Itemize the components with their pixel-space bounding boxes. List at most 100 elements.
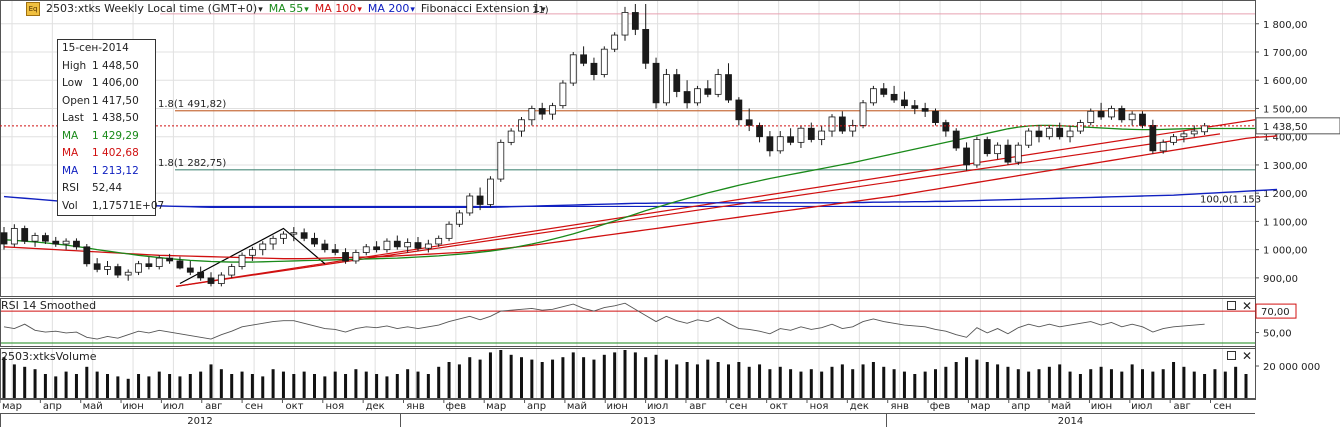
- fib-label: 1.8(1 491,82): [158, 99, 226, 110]
- candle-body: [352, 252, 360, 262]
- volume-bar: [830, 366, 834, 398]
- volume-bar: [426, 374, 430, 398]
- volume-bar: [416, 371, 420, 398]
- volume-bar: [1192, 371, 1196, 398]
- volume-bar: [571, 352, 575, 398]
- candle-body: [1045, 127, 1053, 138]
- candle-body: [880, 88, 888, 95]
- data-window-key: MA: [62, 147, 79, 159]
- volume-bar: [520, 357, 523, 398]
- volume-bar: [613, 352, 617, 398]
- volume-bar: [1213, 369, 1217, 398]
- candle-body: [818, 130, 826, 140]
- price-axis-label: 1 000,00: [1263, 246, 1308, 257]
- volume-bar: [840, 364, 844, 398]
- volume-bar: [602, 354, 606, 398]
- volume-bar: [137, 374, 141, 398]
- volume-bar: [43, 374, 47, 398]
- legend-ma200[interactable]: MA 200: [368, 2, 415, 15]
- volume-bar: [675, 364, 679, 398]
- candle-body: [745, 119, 753, 126]
- candle-body: [942, 122, 950, 132]
- time-axis-month: май: [83, 401, 103, 412]
- candle-body: [901, 99, 908, 107]
- candle-body: [135, 263, 142, 273]
- candle-body: [1139, 113, 1146, 126]
- price-axis-label: 1 200,00: [1263, 189, 1308, 200]
- candle-body: [921, 108, 929, 112]
- volume-bar: [126, 378, 130, 398]
- candle-body: [186, 267, 194, 273]
- volume-bar: [271, 369, 275, 398]
- volume-bar: [1089, 369, 1093, 398]
- data-window-value: 1 406,00: [92, 77, 139, 89]
- candle-body: [217, 274, 225, 284]
- candle-body: [1014, 144, 1022, 163]
- volume-bar: [1172, 362, 1176, 398]
- volume-bar: [747, 366, 751, 398]
- price-axis-label: 1 800,00: [1263, 20, 1308, 31]
- rsi-close-button[interactable]: ✕: [1242, 299, 1253, 313]
- candle-body: [1097, 110, 1105, 118]
- volume-bar: [188, 374, 192, 398]
- data-window-row: MA 1 402,68: [62, 145, 155, 163]
- volume-bar: [1141, 369, 1144, 398]
- time-axis-month: сен: [245, 401, 263, 412]
- volume-pane-title[interactable]: 2503:xtksVolume: [1, 350, 97, 363]
- candle-body: [228, 266, 236, 276]
- data-window-key: RSI: [62, 182, 80, 194]
- data-window-key: MA: [62, 129, 79, 142]
- time-axis-month: июл: [647, 401, 668, 412]
- time-axis-month: июн: [1091, 401, 1112, 412]
- candle-body: [290, 232, 298, 235]
- rsi-restore-button[interactable]: [1227, 301, 1236, 310]
- volume-bar: [1006, 366, 1010, 398]
- volume-bar: [871, 362, 875, 398]
- volume-bar: [551, 359, 555, 398]
- time-axis-month: авг: [205, 401, 222, 412]
- volume-bar: [323, 376, 327, 398]
- candle-body: [445, 223, 453, 239]
- volume-bar: [778, 366, 782, 398]
- volume-bar: [54, 376, 58, 398]
- volume-bar: [157, 371, 161, 398]
- price-axis-label: 1 300,00: [1263, 161, 1308, 172]
- candle-body: [10, 228, 18, 245]
- candle-body: [1056, 127, 1064, 138]
- data-window-row: Low 1 406,00: [62, 75, 155, 93]
- candle-body: [404, 242, 412, 248]
- candle-body: [383, 240, 391, 251]
- time-axis-month: июн: [607, 401, 628, 412]
- candle-body: [497, 141, 505, 180]
- volume-bar: [23, 366, 27, 398]
- rsi-line: [3, 302, 1205, 340]
- legend-ma55[interactable]: MA 55: [269, 2, 309, 15]
- eq-icon[interactable]: Eq: [26, 2, 40, 16]
- chart-header: Eq 2503:xtks Weekly Local time (GMT+0) MA …: [0, 0, 552, 18]
- volume-bar: [1027, 371, 1031, 398]
- volume-bar: [95, 371, 99, 398]
- candle-body: [269, 237, 277, 245]
- candle-body: [0, 232, 8, 245]
- volume-bar: [385, 376, 389, 398]
- candle-body: [342, 252, 349, 262]
- candle-body: [580, 54, 587, 64]
- volume-restore-button[interactable]: [1227, 351, 1236, 360]
- volume-bar: [1161, 369, 1165, 398]
- volume-bar: [219, 369, 223, 398]
- volume-bar: [33, 369, 37, 398]
- candle-body: [559, 82, 567, 107]
- volume-bar: [985, 362, 989, 398]
- time-axis-month: сен: [1213, 401, 1231, 412]
- volume-bar: [12, 364, 16, 398]
- pane-frame: [0, 348, 1256, 399]
- legend-fibonacci[interactable]: Fibonacci Extension 1: [421, 2, 546, 15]
- legend-ma100[interactable]: MA 100: [315, 2, 362, 15]
- candle-body: [807, 127, 815, 140]
- volume-bar: [364, 371, 368, 398]
- rsi-pane-title[interactable]: RSI 14 Smoothed: [1, 299, 97, 312]
- chart-title[interactable]: 2503:xtks Weekly Local time (GMT+0): [46, 2, 263, 15]
- time-axis-month: окт: [770, 401, 788, 412]
- volume-close-button[interactable]: ✕: [1242, 349, 1253, 363]
